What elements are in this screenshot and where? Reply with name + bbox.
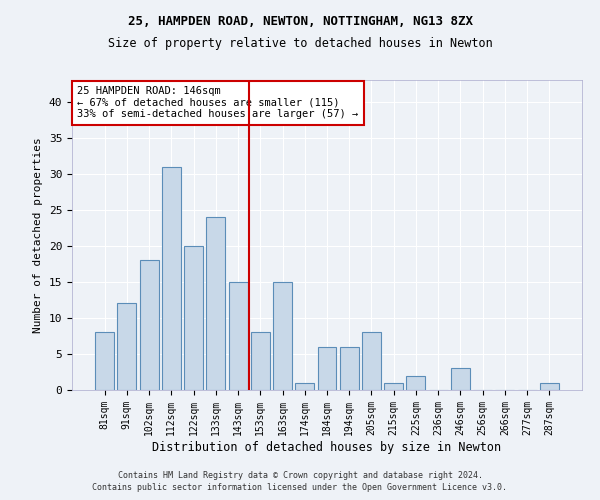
Bar [406, 376, 425, 390]
Bar [340, 346, 359, 390]
Bar [206, 217, 225, 390]
Bar [295, 383, 314, 390]
Bar [317, 346, 337, 390]
Text: Size of property relative to detached houses in Newton: Size of property relative to detached ho… [107, 38, 493, 51]
Text: 25 HAMPDEN ROAD: 146sqm
← 67% of detached houses are smaller (115)
33% of semi-d: 25 HAMPDEN ROAD: 146sqm ← 67% of detache… [77, 86, 358, 120]
Bar [273, 282, 292, 390]
X-axis label: Distribution of detached houses by size in Newton: Distribution of detached houses by size … [152, 440, 502, 454]
Bar [251, 332, 270, 390]
Text: Contains HM Land Registry data © Crown copyright and database right 2024.: Contains HM Land Registry data © Crown c… [118, 471, 482, 480]
Bar [184, 246, 203, 390]
Bar [540, 383, 559, 390]
Y-axis label: Number of detached properties: Number of detached properties [33, 137, 43, 333]
Bar [451, 368, 470, 390]
Bar [362, 332, 381, 390]
Bar [162, 166, 181, 390]
Bar [95, 332, 114, 390]
Bar [384, 383, 403, 390]
Bar [229, 282, 248, 390]
Text: 25, HAMPDEN ROAD, NEWTON, NOTTINGHAM, NG13 8ZX: 25, HAMPDEN ROAD, NEWTON, NOTTINGHAM, NG… [128, 15, 473, 28]
Bar [140, 260, 158, 390]
Bar [118, 304, 136, 390]
Text: Contains public sector information licensed under the Open Government Licence v3: Contains public sector information licen… [92, 484, 508, 492]
